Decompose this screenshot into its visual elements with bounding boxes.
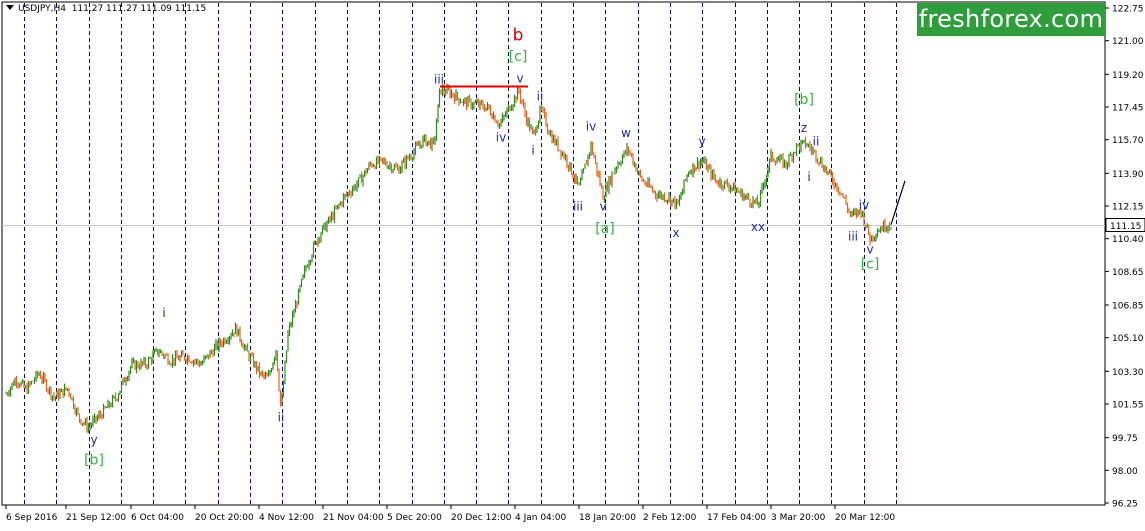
- price-tick-label: 99.75: [1112, 434, 1138, 444]
- wave-label: ii: [278, 411, 285, 425]
- wave-label: y: [698, 134, 705, 148]
- price-tick-label: 96.25: [1112, 500, 1138, 510]
- price-tick-label: 115.70: [1112, 136, 1144, 146]
- time-tick-label: 20 Oct 20:00: [195, 513, 254, 523]
- time-tick-label: 18 Jan 20:00: [579, 513, 636, 523]
- price-tick-label: 122.75: [1112, 5, 1144, 15]
- current-price-label: 111.15: [1110, 222, 1142, 232]
- wave-label: iii: [573, 200, 583, 214]
- price-tick-label: 110.40: [1112, 235, 1144, 245]
- plot-frame: [1, 1, 1106, 506]
- wave-label: [c]: [509, 49, 528, 65]
- time-tick-label: 2 Feb 12:00: [643, 513, 697, 523]
- time-tick-label: 21 Sep 12:00: [66, 513, 126, 523]
- time-tick-label: 20 Mar 12:00: [835, 513, 895, 523]
- projection-line: [890, 180, 906, 225]
- price-tick-label: 105.10: [1112, 334, 1144, 344]
- price-tick-label: 117.45: [1112, 104, 1144, 114]
- wave-label: x: [672, 226, 679, 240]
- time-tick-label: 20 Dec 12:00: [451, 513, 512, 523]
- wave-label: iii: [434, 73, 444, 87]
- symbol-timeframe: USDJPY,H4: [18, 4, 66, 14]
- time-tick-label: 4 Nov 12:00: [259, 513, 314, 523]
- wave-label: iv: [859, 198, 869, 212]
- time-tick-label: 21 Nov 04:00: [323, 513, 384, 523]
- current-price-badge: [1105, 218, 1145, 232]
- price-tick-label: 98.00: [1112, 467, 1138, 477]
- price-tick-label: 119.20: [1112, 71, 1144, 81]
- wave-label: iv: [496, 131, 506, 145]
- price-tick-label: 103.30: [1112, 368, 1144, 378]
- wave-label: w: [621, 126, 631, 140]
- ohlc-values: 111.27 111.27 111.09 111.15: [71, 4, 207, 14]
- wave-label: [a]: [595, 221, 615, 237]
- wave-label: ii: [537, 89, 544, 103]
- symbol-info-bar[interactable]: USDJPY,H4 111.27 111.27 111.09 111.15: [6, 4, 206, 14]
- wave-label: v: [516, 72, 523, 86]
- price-tick-label: 106.85: [1112, 302, 1144, 312]
- price-tick-label: 108.65: [1112, 268, 1144, 278]
- price-tick-label: 121.00: [1112, 37, 1144, 47]
- dropdown-triangle-icon[interactable]: [6, 5, 14, 10]
- time-tick-label: 4 Jan 04:00: [515, 513, 567, 523]
- wave-label: ii: [813, 134, 820, 148]
- wave-label: v: [599, 200, 606, 214]
- wave-label: z: [801, 121, 807, 135]
- time-tick-label: 17 Feb 04:00: [707, 513, 766, 523]
- wave-label: [b]: [794, 92, 814, 108]
- wave-label: b: [513, 26, 524, 46]
- wave-label: xx: [751, 220, 765, 234]
- wave-label: i: [162, 306, 165, 320]
- wave-label: [b]: [84, 453, 104, 469]
- time-tick-label: 3 Mar 20:00: [771, 513, 826, 523]
- wave-label: i: [531, 144, 534, 158]
- time-tick-label: 5 Dec 20:00: [387, 513, 442, 523]
- wave-label: y: [90, 433, 97, 447]
- wave-label: iii: [848, 230, 858, 244]
- time-tick-label: 6 Sep 2016: [6, 513, 58, 523]
- time-tick-label: 6 Oct 04:00: [131, 513, 184, 523]
- wave-label: i: [807, 170, 810, 184]
- freshforex-logo: freshforex.com: [917, 3, 1105, 36]
- price-tick-label: 112.15: [1112, 203, 1144, 213]
- price-tick-label: 101.55: [1112, 401, 1144, 411]
- price-tick-label: 113.90: [1112, 170, 1144, 180]
- wave-label: [c]: [861, 257, 880, 273]
- wave-label: iv: [586, 119, 596, 133]
- wave-label: v: [866, 243, 873, 257]
- logo-text: freshforex.com: [918, 5, 1104, 33]
